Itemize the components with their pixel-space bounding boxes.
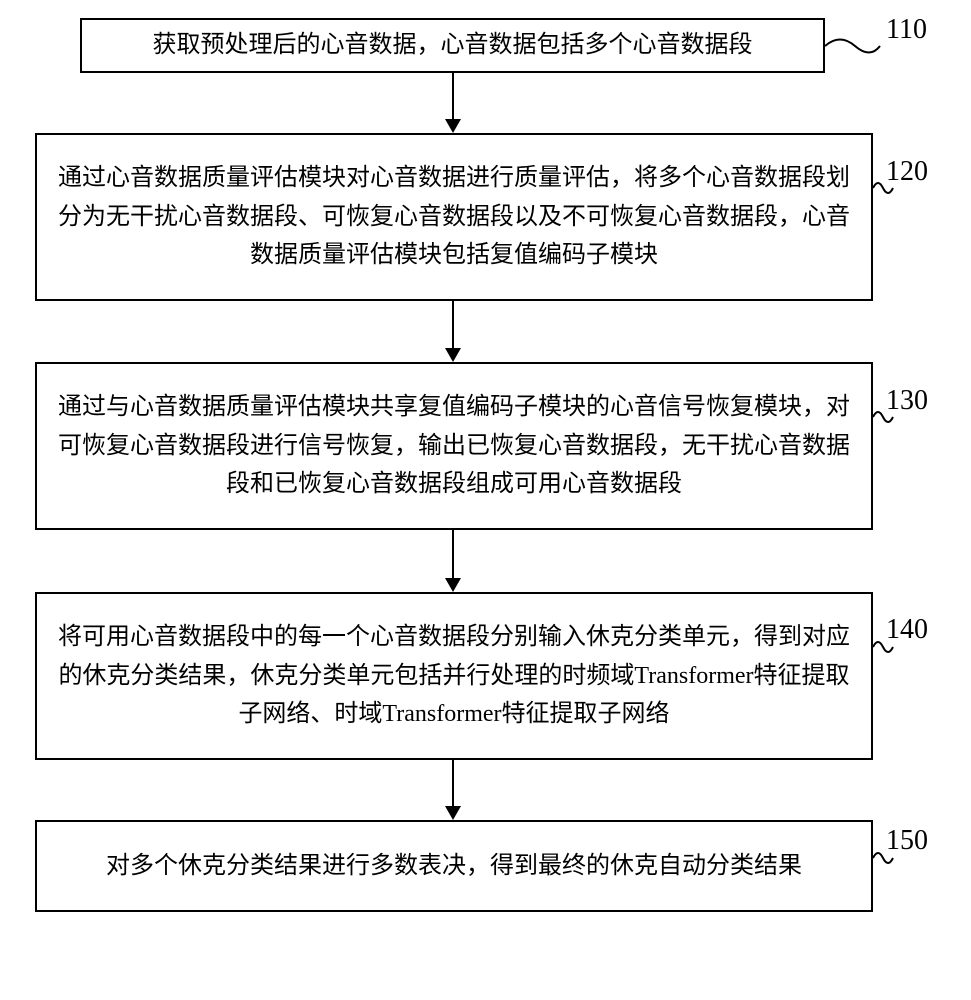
step-text: 通过心音数据质量评估模块对心音数据进行质量评估，将多个心音数据段划分为无干扰心音… xyxy=(57,159,851,274)
step-box-120: 通过心音数据质量评估模块对心音数据进行质量评估，将多个心音数据段划分为无干扰心音… xyxy=(35,133,873,301)
arrow-head-1 xyxy=(445,119,461,133)
arrow-line-2 xyxy=(452,301,454,348)
step-box-150: 对多个休克分类结果进行多数表决，得到最终的休克自动分类结果 xyxy=(35,820,873,912)
arrow-head-4 xyxy=(445,806,461,820)
connector-wave-120 xyxy=(873,170,903,206)
step-box-130: 通过与心音数据质量评估模块共享复值编码子模块的心音信号恢复模块，对可恢复心音数据… xyxy=(35,362,873,530)
step-text: 获取预处理后的心音数据，心音数据包括多个心音数据段 xyxy=(153,26,753,64)
step-text: 通过与心音数据质量评估模块共享复值编码子模块的心音信号恢复模块，对可恢复心音数据… xyxy=(57,388,851,503)
step-label-110: 110 xyxy=(886,14,927,46)
arrow-head-2 xyxy=(445,348,461,362)
flowchart-container: 获取预处理后的心音数据，心音数据包括多个心音数据段 110 通过心音数据质量评估… xyxy=(0,0,971,1000)
arrow-line-4 xyxy=(452,760,454,806)
connector-wave-140 xyxy=(873,629,903,665)
step-box-140: 将可用心音数据段中的每一个心音数据段分别输入休克分类单元，得到对应的休克分类结果… xyxy=(35,592,873,760)
step-text: 将可用心音数据段中的每一个心音数据段分别输入休克分类单元，得到对应的休克分类结果… xyxy=(57,618,851,733)
connector-wave-150 xyxy=(873,840,903,876)
step-text: 对多个休克分类结果进行多数表决，得到最终的休克自动分类结果 xyxy=(106,847,802,885)
arrow-head-3 xyxy=(445,578,461,592)
step-box-110: 获取预处理后的心音数据，心音数据包括多个心音数据段 xyxy=(80,18,825,73)
connector-wave-130 xyxy=(873,399,903,435)
arrow-line-3 xyxy=(452,530,454,578)
connector-wave-110 xyxy=(825,28,885,64)
arrow-line-1 xyxy=(452,73,454,119)
